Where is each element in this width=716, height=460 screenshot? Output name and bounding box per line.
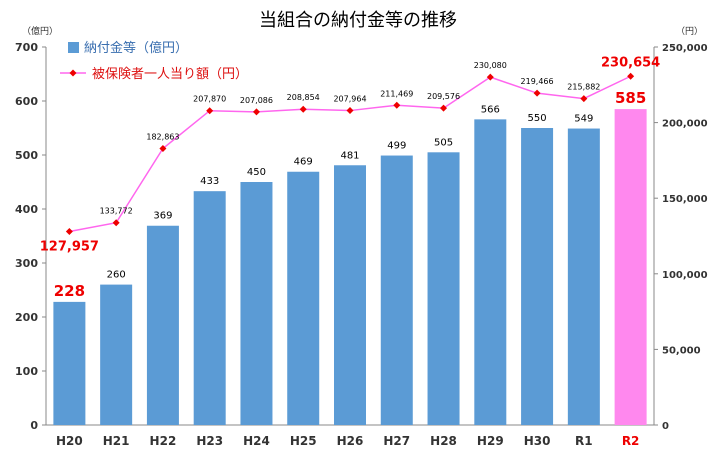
line-marker xyxy=(533,89,541,97)
y-left-tick-label: 100 xyxy=(15,365,38,378)
bar xyxy=(334,165,366,425)
bar xyxy=(521,128,554,425)
y-left-tick-label: 700 xyxy=(15,41,38,54)
line-value-label: 208,854 xyxy=(287,93,320,102)
chart-title: 当組合の納付金等の推移 xyxy=(259,10,457,31)
bar-value-label: 550 xyxy=(528,113,547,124)
bar xyxy=(567,128,600,426)
bar xyxy=(240,182,273,425)
line-value-label: 127,957 xyxy=(40,240,99,255)
y-right-tick-label: 150,000 xyxy=(662,194,708,205)
x-tick-label: H20 xyxy=(56,434,83,448)
line-marker xyxy=(580,95,588,103)
y-left-tick-label: 500 xyxy=(15,149,38,162)
line-marker xyxy=(393,101,401,109)
line-marker xyxy=(112,219,120,227)
legend-bar-swatch xyxy=(68,42,79,53)
bar-value-label: 450 xyxy=(247,167,266,178)
x-tick-label: H24 xyxy=(243,434,270,448)
y-left-tick-label: 0 xyxy=(30,419,38,432)
line-value-label: 219,466 xyxy=(521,77,554,86)
bar xyxy=(427,152,460,426)
legend-line-marker xyxy=(69,69,77,77)
x-tick-label: H28 xyxy=(430,434,457,448)
x-tick-label: H22 xyxy=(150,434,177,448)
line-marker xyxy=(159,145,167,153)
legend-line-label: 被保険者一人当り額（円） xyxy=(92,67,248,82)
line-marker xyxy=(252,108,260,116)
line-value-label: 230,654 xyxy=(601,55,660,70)
x-tick-label: H25 xyxy=(290,434,317,448)
x-tick-label: H21 xyxy=(103,434,130,448)
line-value-labels: 127,957 133,772 182,863 207,870 207,086 208,8… xyxy=(40,55,660,254)
bar xyxy=(100,284,133,425)
line-value-label: 211,469 xyxy=(380,89,413,98)
y-right-axis: 0 50,000 100,000 150,000 200,000 250,000 xyxy=(653,43,708,432)
line-value-label: 230,080 xyxy=(474,61,507,70)
line-marker xyxy=(206,107,214,115)
y-right-tick-label: 100,000 xyxy=(662,270,708,281)
bar-value-label: 369 xyxy=(153,211,172,222)
line-value-label: 215,882 xyxy=(567,83,600,92)
bar-value-label: 549 xyxy=(574,114,593,125)
bar xyxy=(53,301,86,425)
x-tick-label: R2 xyxy=(622,434,640,448)
line-marker xyxy=(299,105,307,113)
line-marker xyxy=(65,228,73,236)
bars xyxy=(53,109,647,426)
bar xyxy=(474,119,507,426)
x-tick-label: R1 xyxy=(575,434,593,448)
y-right-tick-label: 200,000 xyxy=(662,119,708,130)
line-marker xyxy=(440,104,448,112)
bar-value-label: 505 xyxy=(434,137,453,148)
bar-value-label: 566 xyxy=(481,104,500,115)
line-value-label: 133,772 xyxy=(100,207,133,216)
line-value-label: 207,086 xyxy=(240,96,273,105)
x-tick-label: H23 xyxy=(196,434,223,448)
x-tick-label: H29 xyxy=(477,434,504,448)
line-series xyxy=(65,72,635,236)
line-marker xyxy=(346,107,354,115)
bar xyxy=(614,109,647,425)
legend-bar-label: 納付金等（億円） xyxy=(84,40,188,56)
bar-value-label: 499 xyxy=(387,141,406,152)
line-marker xyxy=(486,73,494,81)
y-right-tick-label: 250,000 xyxy=(662,43,708,54)
line-value-label: 209,576 xyxy=(427,92,460,101)
y-right-unit: （円） xyxy=(676,26,703,37)
y-left-axis: 0 100 200 300 400 500 600 700 xyxy=(15,41,47,432)
y-left-tick-label: 600 xyxy=(15,95,38,108)
line-marker xyxy=(627,72,635,80)
x-tick-label: H27 xyxy=(383,434,410,448)
bar-value-labels: 228 260 369 433 450 469 481 499 505 566 550 549 585 xyxy=(54,89,647,300)
bar xyxy=(146,225,179,425)
bar-value-label: 585 xyxy=(615,89,646,107)
line-value-label: 182,863 xyxy=(146,133,179,142)
y-right-tick-label: 50,000 xyxy=(662,345,701,356)
x-tick-label: H30 xyxy=(524,434,551,448)
y-left-tick-label: 400 xyxy=(15,203,38,216)
bar-value-label: 481 xyxy=(340,150,359,161)
bar xyxy=(287,171,320,425)
bar-value-label: 260 xyxy=(107,270,126,281)
bar xyxy=(193,191,226,425)
x-tick-label: H26 xyxy=(337,434,364,448)
legend: 納付金等（億円） 被保険者一人当り額（円） xyxy=(60,40,248,82)
line-value-label: 207,870 xyxy=(193,95,226,104)
y-left-tick-label: 200 xyxy=(15,311,38,324)
bar-value-label: 228 xyxy=(54,282,85,300)
bar xyxy=(380,155,413,426)
y-left-tick-label: 300 xyxy=(15,257,38,270)
bar-value-label: 469 xyxy=(294,157,313,168)
y-right-tick-label: 0 xyxy=(662,421,669,432)
y-left-unit: （億円） xyxy=(22,25,58,37)
bar-value-label: 433 xyxy=(200,176,219,187)
line-value-label: 207,964 xyxy=(333,95,366,104)
